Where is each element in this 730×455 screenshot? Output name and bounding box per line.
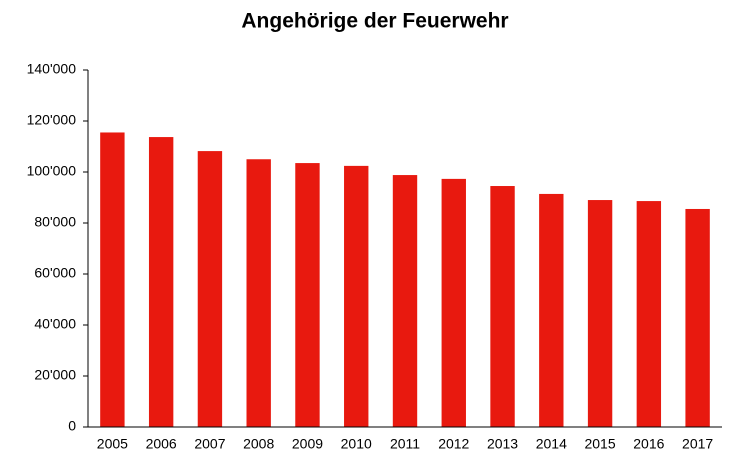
x-tick-label: 2009 [292,436,323,452]
x-tick-label: 2013 [487,436,518,452]
y-tick-label: 140'000 [27,61,77,77]
x-tick-label: 2014 [536,436,567,452]
y-tick-label: 100'000 [27,163,77,179]
x-tick-label: 2006 [146,436,177,452]
bar [100,132,125,427]
x-tick-label: 2016 [633,436,664,452]
x-tick-label: 2015 [584,436,615,452]
chart-title: Angehörige der Feuerwehr [241,10,508,33]
bar [490,186,515,427]
y-tick-label: 60'000 [34,265,76,281]
bar [539,193,564,427]
bar [441,178,466,427]
x-tick-label: 2012 [438,436,469,452]
bar [295,163,320,427]
bar [392,175,418,427]
x-tick-label: 2007 [194,436,225,452]
bar [246,159,271,427]
bar [344,165,369,427]
bar [685,208,710,427]
y-tick-label: 0 [68,418,76,434]
x-tick-label: 2017 [682,436,713,452]
bar [148,137,174,427]
x-tick-label: 2005 [97,436,128,452]
y-tick-label: 20'000 [34,367,76,383]
y-tick-label: 40'000 [34,316,76,332]
x-tick-label: 2011 [390,436,420,452]
bar [636,201,662,427]
bar [197,151,223,427]
y-tick-label: 80'000 [34,214,76,230]
y-tick-label: 120'000 [27,112,77,128]
x-tick-label: 2008 [243,436,274,452]
bar [587,200,613,427]
x-tick-label: 2010 [341,436,372,452]
